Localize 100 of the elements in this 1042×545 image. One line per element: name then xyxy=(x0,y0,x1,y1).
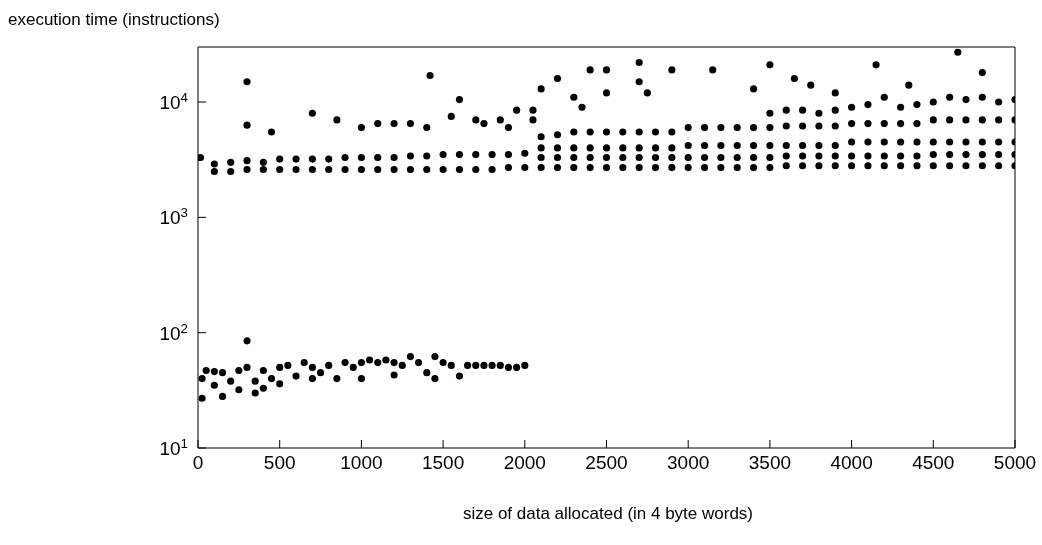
point xyxy=(619,128,627,136)
x-tick-label: 3500 xyxy=(748,452,792,474)
point xyxy=(251,389,259,397)
point xyxy=(529,116,537,124)
point xyxy=(929,138,937,146)
point xyxy=(946,93,954,101)
point xyxy=(292,372,300,380)
point xyxy=(651,144,660,152)
point xyxy=(308,375,316,383)
x-tick-label: 0 xyxy=(192,452,204,474)
point xyxy=(553,131,562,139)
x-tick-label: 1500 xyxy=(421,452,465,474)
point xyxy=(210,381,218,389)
point xyxy=(635,58,643,67)
point xyxy=(198,394,206,402)
point xyxy=(431,375,439,383)
point xyxy=(235,386,243,394)
point xyxy=(635,144,643,152)
point xyxy=(504,124,513,132)
point xyxy=(423,124,431,132)
point xyxy=(570,128,578,136)
point xyxy=(390,120,398,128)
point xyxy=(946,138,954,146)
point xyxy=(496,116,504,124)
point xyxy=(602,89,611,97)
point xyxy=(962,138,970,146)
point xyxy=(749,141,758,150)
point xyxy=(480,361,488,369)
point xyxy=(284,361,292,369)
point xyxy=(308,109,316,117)
point xyxy=(872,61,880,69)
point xyxy=(537,85,545,93)
x-tick-label: 2000 xyxy=(503,452,546,474)
point xyxy=(831,106,839,114)
point xyxy=(447,361,455,369)
point xyxy=(880,138,888,146)
point xyxy=(243,363,251,371)
point xyxy=(374,359,382,367)
point xyxy=(276,380,284,388)
point xyxy=(513,363,521,371)
point xyxy=(978,69,986,77)
point xyxy=(243,121,251,129)
point xyxy=(406,120,414,128)
point xyxy=(929,116,937,124)
point xyxy=(218,392,227,400)
point xyxy=(447,112,455,120)
point xyxy=(905,81,913,89)
point xyxy=(766,141,774,150)
point xyxy=(815,109,823,117)
point xyxy=(880,93,888,101)
point xyxy=(333,375,341,383)
point xyxy=(357,124,365,132)
point xyxy=(366,356,374,364)
point xyxy=(529,106,537,114)
point xyxy=(717,124,725,132)
point xyxy=(831,141,839,150)
point xyxy=(880,120,888,128)
point xyxy=(962,116,970,124)
point xyxy=(668,66,676,74)
point xyxy=(602,144,611,152)
point xyxy=(259,366,267,375)
point xyxy=(586,128,594,136)
point xyxy=(578,103,586,111)
point xyxy=(929,98,937,106)
point xyxy=(815,122,823,130)
point xyxy=(700,124,709,132)
point xyxy=(480,120,488,128)
point xyxy=(684,141,692,150)
point xyxy=(398,361,406,369)
point xyxy=(333,116,341,124)
point xyxy=(586,144,594,152)
point xyxy=(259,384,267,392)
point xyxy=(325,361,333,369)
point xyxy=(848,103,856,111)
point xyxy=(357,375,365,383)
point xyxy=(341,359,349,367)
point xyxy=(913,120,921,128)
point xyxy=(897,120,905,128)
point xyxy=(962,96,970,104)
x-tick-label: 4500 xyxy=(912,452,955,474)
point xyxy=(472,361,480,369)
point xyxy=(455,96,464,104)
point xyxy=(570,144,578,152)
point xyxy=(864,138,872,146)
point xyxy=(717,141,725,150)
point xyxy=(749,85,758,93)
point xyxy=(602,66,611,74)
x-tick-label: 1000 xyxy=(340,452,383,474)
point xyxy=(496,361,504,369)
point xyxy=(700,141,709,150)
point xyxy=(913,101,921,109)
point xyxy=(586,66,594,74)
point xyxy=(300,359,308,367)
point xyxy=(415,359,423,367)
point xyxy=(374,120,382,128)
point xyxy=(799,141,807,150)
point xyxy=(995,138,1003,146)
point xyxy=(733,141,741,150)
x-tick-label: 5000 xyxy=(993,452,1037,474)
point xyxy=(864,101,872,109)
